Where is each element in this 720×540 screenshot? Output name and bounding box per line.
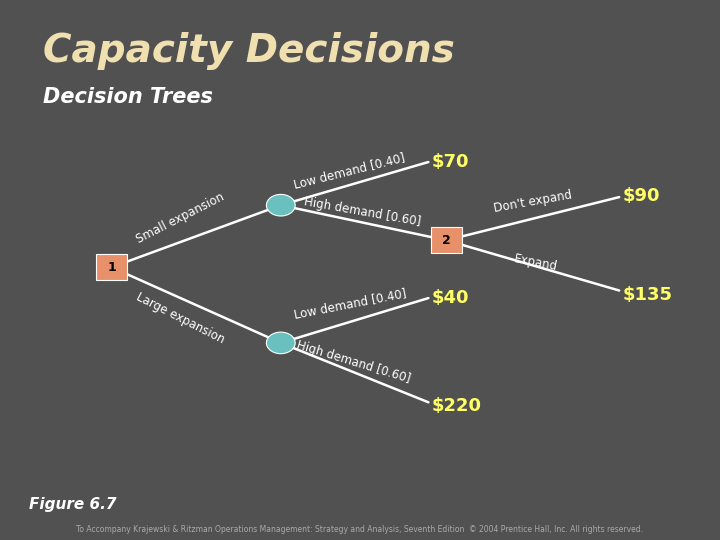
Text: $135: $135 xyxy=(623,286,672,305)
Circle shape xyxy=(266,194,295,216)
Text: Figure 6.7: Figure 6.7 xyxy=(29,497,117,512)
Text: Large expansion: Large expansion xyxy=(135,290,227,346)
Text: $70: $70 xyxy=(432,153,469,171)
Circle shape xyxy=(266,332,295,354)
Text: To Accompany Krajewski & Ritzman Operations Management: Strategy and Analysis, S: To Accompany Krajewski & Ritzman Operati… xyxy=(76,524,644,534)
Text: Low demand [0.40]: Low demand [0.40] xyxy=(293,151,407,191)
Text: Capacity Decisions: Capacity Decisions xyxy=(43,32,455,70)
FancyBboxPatch shape xyxy=(431,227,462,253)
Text: $90: $90 xyxy=(623,187,660,205)
Text: $40: $40 xyxy=(432,289,469,307)
Text: Decision Trees: Decision Trees xyxy=(43,87,213,107)
Text: High demand [0.60]: High demand [0.60] xyxy=(303,195,422,229)
Text: 2: 2 xyxy=(442,234,451,247)
Text: Don't expand: Don't expand xyxy=(493,189,573,215)
Text: High demand [0.60]: High demand [0.60] xyxy=(294,339,412,386)
Text: 1: 1 xyxy=(107,261,116,274)
Text: $220: $220 xyxy=(432,397,482,415)
Text: Expand: Expand xyxy=(513,252,559,273)
FancyBboxPatch shape xyxy=(96,254,127,280)
Text: Low demand [0.40]: Low demand [0.40] xyxy=(293,287,408,321)
Text: Small expansion: Small expansion xyxy=(135,191,227,246)
